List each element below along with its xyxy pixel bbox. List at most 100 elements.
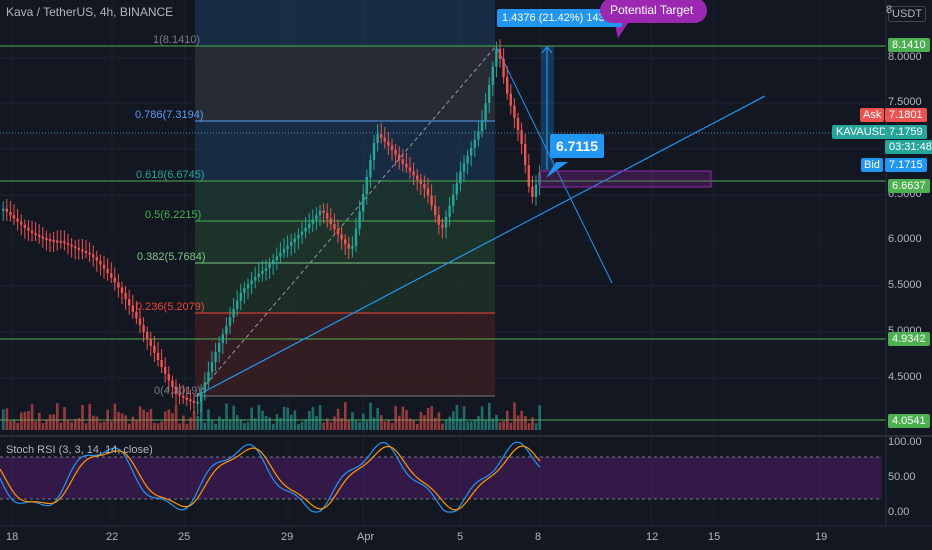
candle-body xyxy=(268,264,271,269)
volume-bar xyxy=(336,408,340,430)
volume-bar xyxy=(452,411,455,430)
volume-bar xyxy=(315,415,318,430)
candle-body xyxy=(477,131,480,140)
stoch-rsi-band xyxy=(0,457,882,499)
candle-body xyxy=(387,141,390,146)
volume-bar xyxy=(113,403,117,430)
candle-body xyxy=(308,223,311,228)
volume-bar xyxy=(171,413,174,430)
volume-bar xyxy=(531,417,534,430)
volume-bar xyxy=(2,409,5,430)
volume-bar xyxy=(257,404,261,430)
volume-bar xyxy=(380,415,383,430)
level-tag-8141[interactable]: 8.1410 xyxy=(888,38,930,52)
volume-bar xyxy=(221,419,225,430)
volume-bar xyxy=(128,423,131,430)
price-callout[interactable]: 6.7115 xyxy=(550,134,605,158)
candle-body xyxy=(448,205,451,217)
volume-bar xyxy=(268,417,271,430)
volume-bar xyxy=(174,404,178,430)
candle-body xyxy=(383,137,386,142)
level-tag-4054[interactable]: 4.0541 xyxy=(888,414,930,428)
volume-bar xyxy=(84,423,88,430)
candle-body xyxy=(452,194,455,206)
candle-body xyxy=(63,241,66,244)
trend-lines[interactable] xyxy=(195,45,766,397)
volume-bar xyxy=(135,420,138,430)
volume-bar xyxy=(498,422,502,430)
volume-bar xyxy=(236,415,239,430)
candle-body xyxy=(34,233,37,236)
candle-body xyxy=(200,392,203,402)
candle-body xyxy=(70,244,73,247)
volume-bar xyxy=(304,419,307,430)
level-tag-4934[interactable]: 4.9342 xyxy=(888,332,930,346)
candle-body xyxy=(5,208,8,212)
candle-body xyxy=(84,250,88,253)
volume-bar xyxy=(232,405,235,430)
volume-bar xyxy=(376,407,379,430)
target-zone-box[interactable] xyxy=(539,170,712,188)
candle-body xyxy=(131,305,134,312)
candlesticks xyxy=(2,39,541,415)
volume-bars xyxy=(2,402,541,430)
candle-body xyxy=(437,215,440,225)
candle-body xyxy=(473,139,476,148)
candle-body xyxy=(146,332,149,339)
stoch-rsi-label: Stoch RSI (3, 3, 14, 14, close) xyxy=(6,444,153,456)
candle-body xyxy=(257,273,260,278)
candle-body xyxy=(218,343,221,352)
candle-body xyxy=(246,284,250,289)
candle-body xyxy=(261,270,264,274)
candle-body xyxy=(236,300,239,309)
candle-body xyxy=(174,387,178,394)
volume-bar xyxy=(12,420,16,430)
volume-bar xyxy=(95,416,99,430)
fib-level-label: 0.786(7.3194) xyxy=(135,109,204,121)
volume-bar xyxy=(192,411,196,430)
volume-bar xyxy=(318,405,322,430)
volume-bar xyxy=(48,414,52,430)
candle-body xyxy=(102,264,106,269)
candle-body xyxy=(160,359,163,368)
candle-body xyxy=(59,240,62,243)
date-axis-label: 25 xyxy=(178,531,191,543)
volume-bar xyxy=(70,422,73,430)
ask-value: 7.1801 xyxy=(885,108,927,122)
volume-bar xyxy=(509,422,513,430)
candle-body xyxy=(45,237,48,240)
volume-bar xyxy=(63,407,66,430)
volume-bar xyxy=(326,418,329,430)
level-tag-6663[interactable]: 6.6637 xyxy=(888,179,930,193)
volume-bar xyxy=(293,410,297,430)
currency-button[interactable]: USDT xyxy=(888,6,926,22)
volume-bar xyxy=(387,420,390,430)
volume-bar xyxy=(88,403,91,430)
volume-bar xyxy=(239,419,243,430)
candle-body xyxy=(192,400,196,403)
date-axis-label: Apr xyxy=(357,531,375,543)
candle-body xyxy=(516,117,520,131)
candle-body xyxy=(52,239,55,242)
candle-body xyxy=(171,380,174,388)
volume-bar xyxy=(178,423,181,430)
fib-level-label: 0.382(5.7684) xyxy=(137,251,206,263)
volume-bar xyxy=(207,409,210,430)
volume-bar xyxy=(167,409,171,430)
volume-bar xyxy=(423,415,426,430)
candle-body xyxy=(124,292,127,300)
potential-target-callout[interactable]: Potential Target xyxy=(600,0,708,23)
candle-body xyxy=(380,134,383,138)
volume-bar xyxy=(401,406,405,430)
volume-bar xyxy=(5,408,9,430)
price-axis-label: 6.0000 xyxy=(888,233,922,245)
measure-label[interactable]: 1.4376 (21.42%) 14376 xyxy=(497,9,622,27)
volume-bar xyxy=(225,403,228,430)
volume-bar xyxy=(45,419,48,430)
volume-bar xyxy=(462,406,466,430)
volume-bar xyxy=(300,421,304,430)
volume-bar xyxy=(290,414,293,430)
candle-body xyxy=(264,268,268,271)
volume-bar xyxy=(99,422,102,430)
